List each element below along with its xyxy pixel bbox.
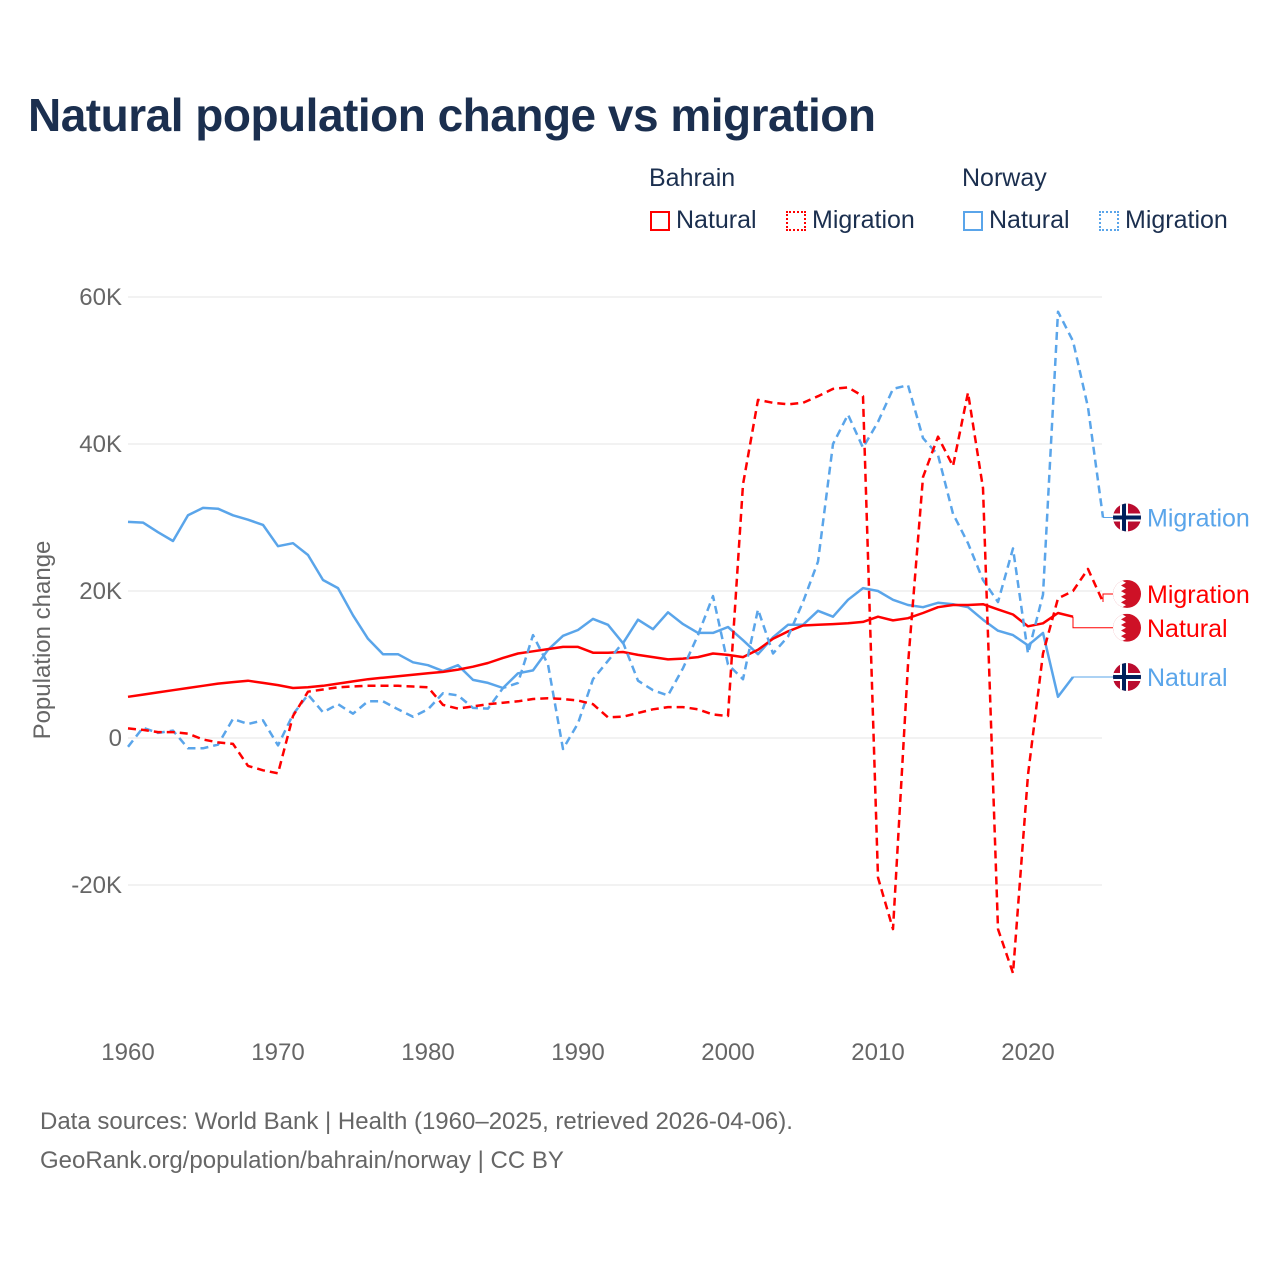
legend-group-bahrain: Bahrain	[649, 164, 736, 192]
legend-item-bahrain-natural[interactable]: Natural	[650, 206, 757, 235]
norway-flag-icon	[1113, 503, 1141, 532]
y-tick-label: 60K	[79, 284, 122, 311]
x-tick-label: 2000	[701, 1039, 754, 1066]
x-tick-label: 1960	[101, 1039, 154, 1066]
end-label-text: Natural	[1147, 615, 1228, 643]
legend-label: Natural	[676, 206, 757, 234]
series-lines	[127, 310, 1105, 975]
legend-swatch-dotted	[786, 210, 806, 231]
series-line-bahrain-migration	[127, 386, 1105, 975]
x-tick-label: 1980	[401, 1039, 454, 1066]
norway-flag-icon	[1113, 662, 1141, 691]
legend-swatch-dotted	[1099, 210, 1119, 231]
end-label-text: Migration	[1147, 505, 1250, 533]
end-label-text: Natural	[1147, 664, 1228, 692]
legend-group-norway: Norway	[962, 164, 1047, 192]
x-axis-ticks: 1960 1970 1980 1990 2000 2010 2020	[101, 1039, 1054, 1066]
legend-item-norway-migration[interactable]: Migration	[1099, 206, 1228, 235]
end-label-connector	[1102, 593, 1114, 603]
x-tick-label: 2020	[1001, 1039, 1054, 1066]
y-tick-label: 0	[109, 725, 122, 752]
y-tick-label: 20K	[79, 578, 122, 605]
end-label-connector	[1072, 616, 1114, 629]
x-tick-label: 1990	[551, 1039, 604, 1066]
legend-label: Migration	[1125, 206, 1228, 234]
x-tick-label: 1970	[251, 1039, 304, 1066]
x-tick-label: 2010	[851, 1039, 904, 1066]
end-labels: Migration Migration Natural Natural	[1072, 503, 1250, 692]
legend-item-bahrain-migration[interactable]: Migration	[786, 206, 915, 235]
legend-item-norway-natural[interactable]: Natural	[963, 206, 1070, 235]
bahrain-flag-icon	[1113, 613, 1141, 642]
series-line-bahrain-natural	[127, 602, 1074, 699]
gridlines	[128, 296, 1102, 886]
legend-label: Natural	[989, 206, 1070, 234]
y-tick-label: -20K	[71, 872, 122, 899]
legend-swatch-solid	[963, 210, 983, 231]
footer-link[interactable]: GeoRank.org/population/bahrain/norway | …	[40, 1147, 564, 1174]
series-line-norway-migration	[127, 310, 1105, 751]
y-axis-label: Population change	[29, 541, 56, 740]
footer-sources: Data sources: World Bank | Health (1960–…	[40, 1108, 793, 1135]
bahrain-flag-icon	[1113, 579, 1141, 608]
legend-swatch-solid	[650, 210, 670, 231]
legend-label: Migration	[812, 206, 915, 234]
y-axis-ticks: -20K 0 20K 40K 60K	[71, 284, 122, 899]
series-line-norway-natural	[127, 506, 1074, 699]
end-label-text: Migration	[1147, 581, 1250, 609]
y-tick-label: 40K	[79, 431, 122, 458]
chart-title: Natural population change vs migration	[28, 89, 876, 141]
chart-plot: -20K 0 20K 40K 60K 1960 1970 1980 1990 2000 2010 2…	[29, 284, 1250, 1066]
